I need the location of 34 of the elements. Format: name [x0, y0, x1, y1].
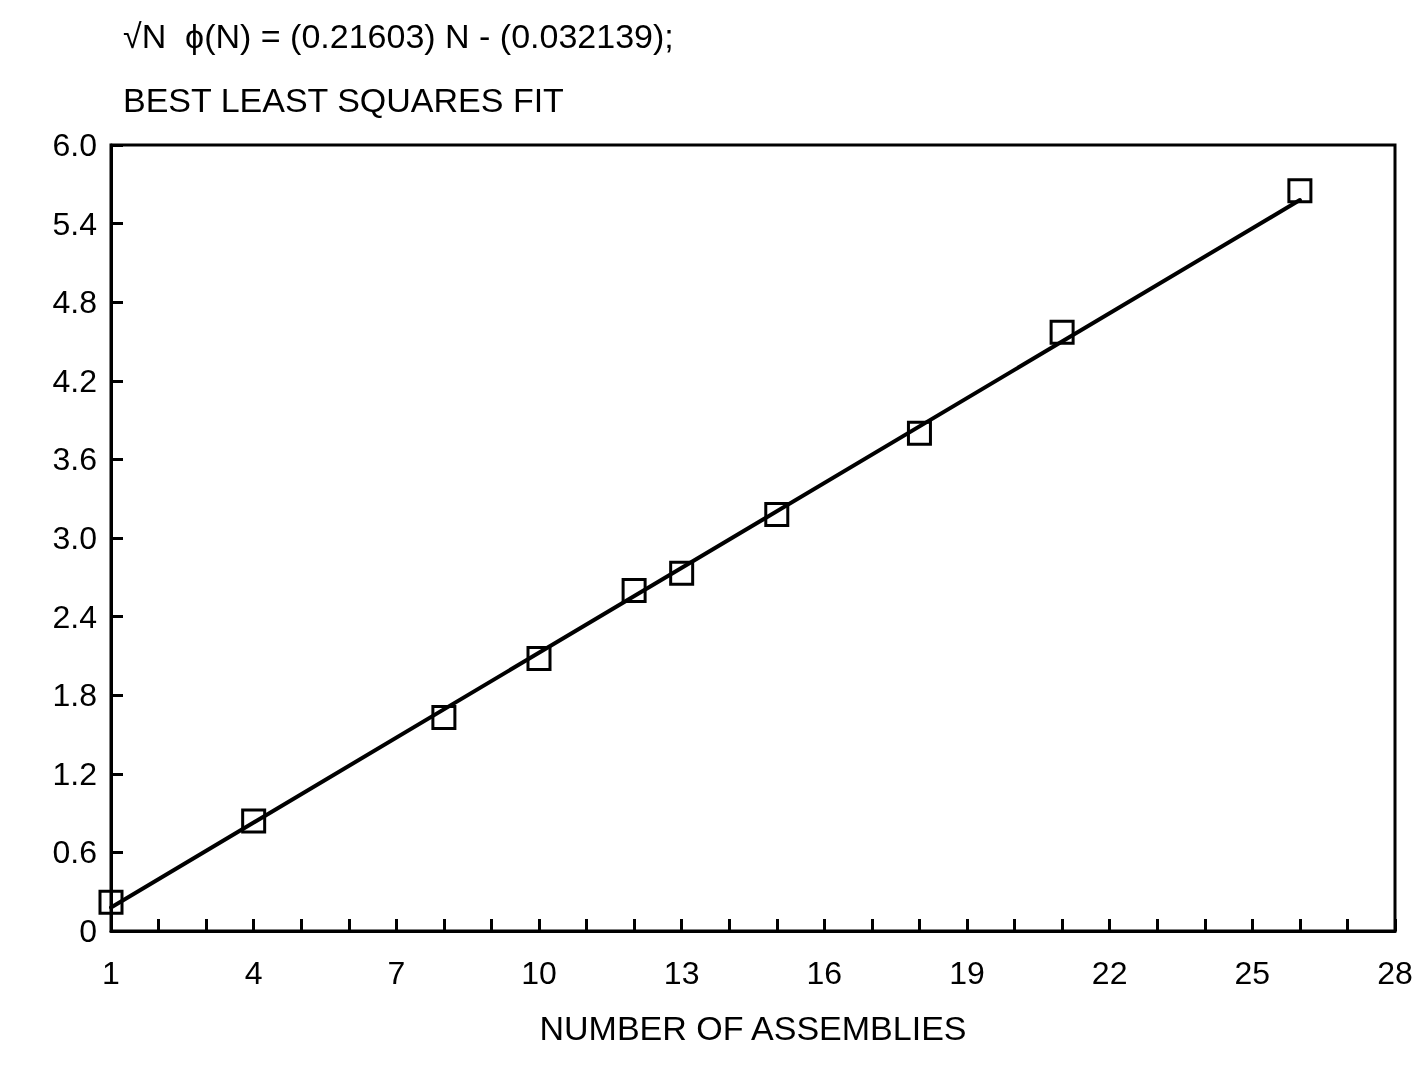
y-tick-label: 3.6 [52, 441, 97, 478]
y-tick-label: 3.0 [52, 520, 97, 556]
y-tick-label: 1.8 [52, 677, 97, 714]
point [241, 808, 267, 834]
x-tick-label: 1 [102, 955, 120, 991]
y-tick-label: 0.6 [52, 834, 97, 871]
y-tick-label: 2.4 [52, 598, 97, 635]
y-tick-label: 0 [79, 913, 97, 949]
x-tick-label: 7 [387, 955, 406, 991]
x-tick-label: 28 [1377, 955, 1413, 991]
chart-subtitle: BEST LEAST SQUARES FIT [123, 81, 564, 119]
x-axis-title: NUMBER OF ASSEMBLIES [539, 1009, 967, 1047]
x-tick-label: 25 [1234, 955, 1271, 991]
x-tick-label: 16 [806, 955, 843, 991]
point [1287, 178, 1313, 204]
y-tick-label: 6.0 [52, 127, 97, 163]
x-tick-label: 4 [244, 955, 263, 991]
x-tick-label: 10 [521, 955, 557, 991]
x-tick-label: 22 [1091, 955, 1128, 991]
point [1049, 319, 1075, 345]
y-tick-label: 4.8 [52, 284, 97, 321]
point [431, 704, 457, 730]
y-tick-label: 5.4 [52, 205, 97, 242]
y-tick-label: 1.2 [52, 755, 97, 792]
chart-title: √N ϕ(N) = (0.21603) N - (0.032139); [123, 17, 674, 55]
point [621, 577, 647, 603]
point [764, 501, 790, 527]
point [526, 646, 552, 672]
x-tick-label: 19 [949, 955, 985, 991]
y-tick-label: 4.2 [52, 362, 97, 399]
point [669, 560, 695, 586]
point [906, 420, 932, 446]
x-tick-label: 13 [663, 955, 700, 991]
point [98, 889, 124, 915]
